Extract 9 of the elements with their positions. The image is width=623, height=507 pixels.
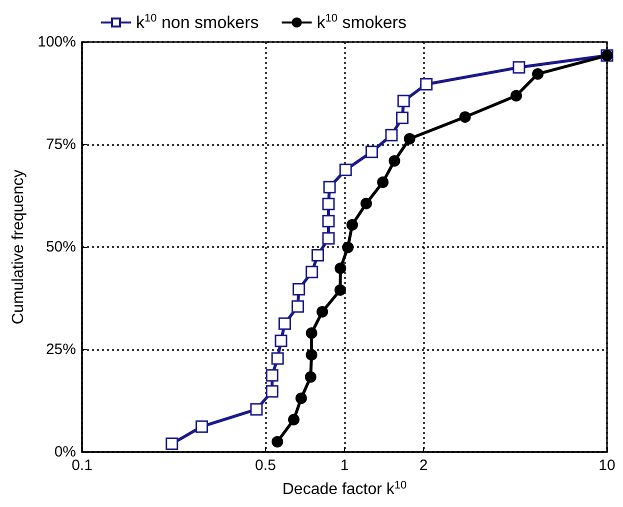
x-tick-label: 2 bbox=[419, 457, 428, 474]
y-tick-label: 100% bbox=[38, 34, 76, 50]
y-tick-label: 75% bbox=[46, 136, 76, 153]
x-tick-label: 1 bbox=[340, 457, 349, 474]
y-tick-label: 50% bbox=[46, 238, 76, 256]
y-tick-label: 25% bbox=[46, 341, 76, 358]
y-axis-title: Cumulative frequency bbox=[10, 170, 28, 324]
x-tick-label: 10 bbox=[598, 457, 616, 474]
x-tick-label: 0.5 bbox=[255, 457, 276, 474]
